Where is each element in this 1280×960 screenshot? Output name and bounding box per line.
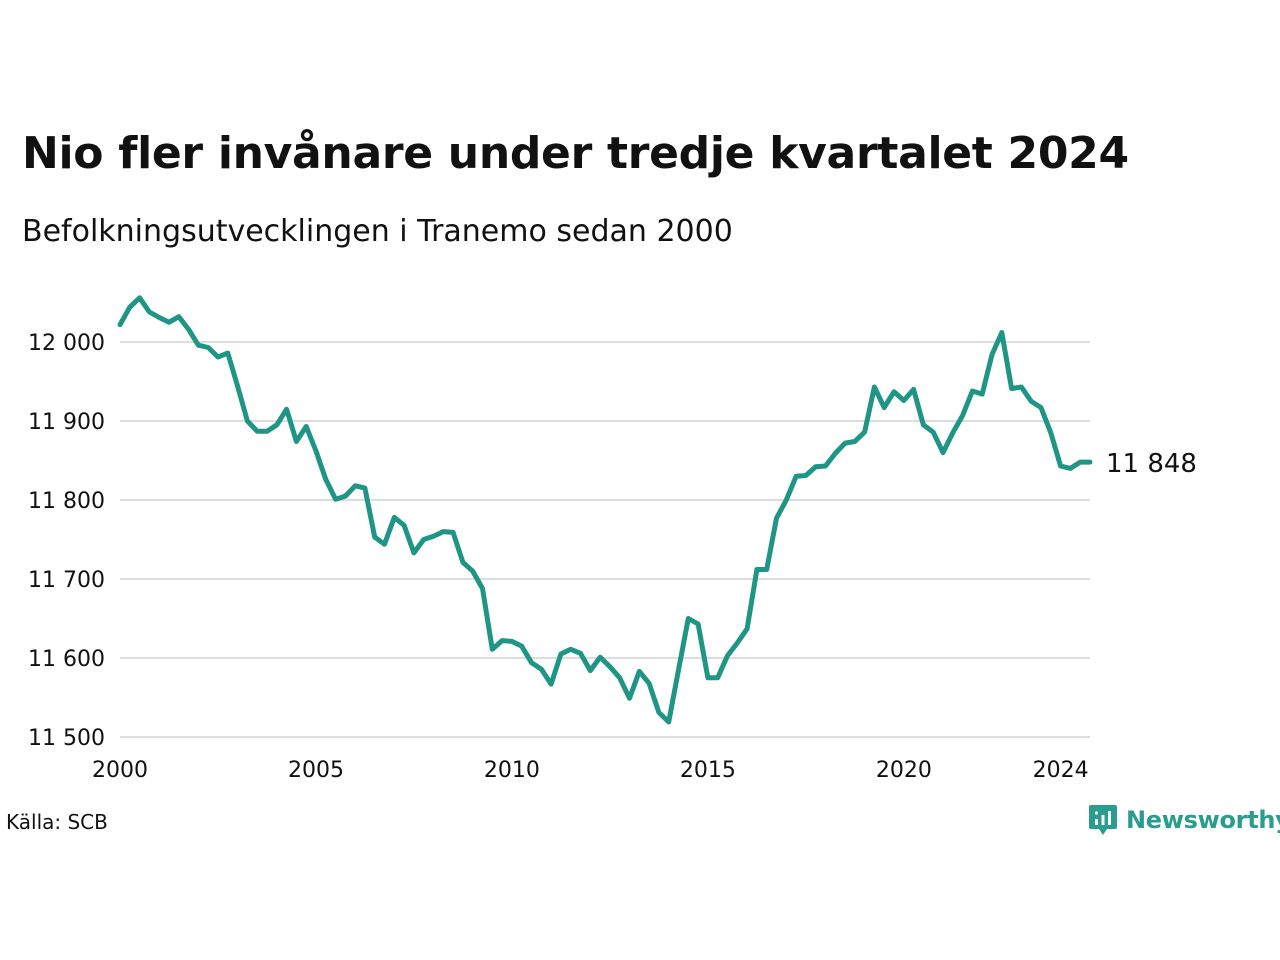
y-tick-label: 12 000 — [28, 331, 105, 356]
y-tick-label: 11 800 — [28, 489, 105, 514]
series-line — [117, 295, 1093, 725]
end-value-label: 11 848 — [1106, 449, 1197, 479]
x-tick-label: 2015 — [680, 758, 736, 783]
y-tick-label: 11 700 — [28, 568, 105, 593]
y-tick-label: 11 500 — [28, 726, 105, 751]
brand-logo: Newsworthy — [1088, 803, 1280, 837]
brand-name: Newsworthy — [1126, 806, 1280, 834]
y-tick-label: 11 900 — [28, 410, 105, 435]
x-tick-label: 2024 — [1033, 758, 1089, 783]
x-tick-label: 2000 — [92, 758, 148, 783]
source-note: Källa: SCB — [6, 810, 108, 834]
newsworthy-logo-icon — [1089, 805, 1117, 835]
x-tick-label: 2020 — [876, 758, 932, 783]
chart-subtitle: Befolkningsutvecklingen i Tranemo sedan … — [22, 214, 733, 249]
y-tick-label: 11 600 — [28, 647, 105, 672]
chart-title: Nio fler invånare under tredje kvartalet… — [22, 128, 1129, 179]
x-tick-label: 2010 — [484, 758, 540, 783]
x-tick-label: 2005 — [288, 758, 344, 783]
